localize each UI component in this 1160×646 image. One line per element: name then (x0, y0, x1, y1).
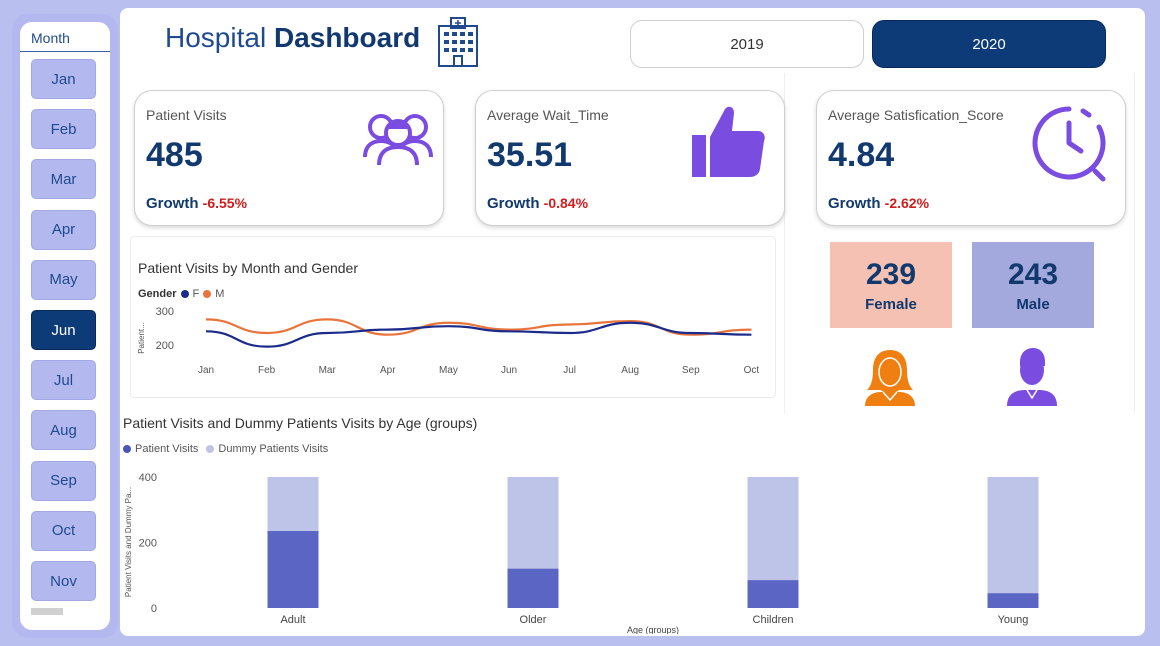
legend-dot-m (203, 290, 212, 298)
hospital-building-icon (438, 17, 478, 67)
panel-divider (784, 73, 785, 413)
month-button-jul[interactable]: Jul (31, 360, 96, 401)
legend-label-dummy-visits: Dummy Patients Visits (218, 443, 329, 455)
page-title: Hospital Dashboard (165, 22, 420, 54)
kpi-label: Average Wait_Time (487, 107, 609, 123)
month-slicer-panel: Month Jan Feb Mar Apr May Jun Jul Aug Sep Oct Nov (12, 14, 118, 638)
kpi-growth: Growth -6.55% (146, 195, 247, 212)
line-chart-card (130, 236, 776, 398)
female-count-value: 239 (865, 257, 917, 291)
growth-label: Growth (146, 195, 199, 212)
x-tick-label: Apr (380, 365, 396, 376)
male-count-label: Male (1016, 295, 1050, 313)
month-button-jun[interactable]: Jun (31, 310, 96, 350)
kpi-card-patient-visits: Patient Visits 485 Growth -6.55% (134, 90, 444, 226)
kpi-label: Patient Visits (146, 107, 227, 123)
kpi-label: Average Satisfication_Score (828, 107, 1004, 123)
month-slicer: Month Jan Feb Mar Apr May Jun Jul Aug Sep Oct Nov (20, 22, 110, 630)
kpi-value: 485 (146, 136, 203, 174)
growth-value: -6.55% (202, 195, 248, 211)
female-count-card: 239 Female (830, 242, 952, 328)
male-count-card: 243 Male (972, 242, 1094, 328)
bar-chart-title: Patient Visits and Dummy Patients Visits… (123, 415, 478, 431)
growth-value: -2.62% (884, 195, 930, 211)
month-button-jan[interactable]: Jan (31, 59, 96, 99)
month-button-nov[interactable]: Nov (31, 561, 96, 601)
line-chart-legend: Gender F M (138, 288, 224, 300)
y-axis-label: Patient... (137, 322, 146, 354)
bar-patient-visits-young (987, 593, 1039, 608)
kpi-growth: Growth -0.84% (487, 195, 588, 212)
kpi-card-average-wait-time: Average Wait_Time 35.51 Growth -0.84% (475, 90, 785, 226)
panel-divider (1134, 73, 1135, 413)
year-2019-button[interactable]: 2019 (630, 20, 864, 68)
y-tick-label: 200 (139, 538, 157, 550)
month-button-sep[interactable]: Sep (31, 460, 96, 501)
legend-dot-patient-visits (123, 445, 131, 453)
x-tick-label: Sep (682, 365, 700, 376)
y-axis-label: Patient Visits and Dummy Pa... (124, 487, 133, 597)
legend-label-f: F (192, 288, 200, 300)
month-slicer-header: Month (20, 30, 110, 52)
month-button-aug[interactable]: Aug (31, 410, 96, 451)
x-tick-label: Young (998, 614, 1029, 626)
month-button-oct[interactable]: Oct (31, 510, 96, 551)
page-title-light: Hospital (165, 22, 267, 53)
female-count-label: Female (865, 295, 917, 313)
bar-chart: 0 200 400 Patient Visits and Dummy Pa... Adu… (124, 472, 1039, 634)
kpi-growth: Growth -2.62% (828, 195, 929, 212)
bar-chart-legend: Patient Visits Dummy Patients Visits (123, 443, 328, 455)
x-tick-label: Feb (258, 365, 276, 376)
x-tick-label: Aug (621, 365, 639, 376)
y-tick-label: 400 (139, 472, 157, 484)
legend-label-patient-visits: Patient Visits (135, 443, 199, 455)
page-title-bold: Dashboard (273, 22, 421, 53)
y-tick-label: 200 (156, 340, 174, 352)
legend-label-m: M (215, 288, 225, 300)
kpi-card-average-satisfaction-score: Average Satisfication_Score 4.84 Growth … (816, 90, 1126, 226)
legend-dot-f (180, 290, 189, 298)
month-button-apr[interactable]: Apr (31, 209, 96, 250)
bar-dummy-visits-young (987, 477, 1039, 608)
x-tick-label: Oct (744, 365, 760, 376)
year-2020-button[interactable]: 2020 (872, 20, 1106, 68)
male-count-value: 243 (1007, 257, 1059, 291)
thumbs-up-icon (692, 106, 765, 177)
series-line-m (205, 318, 752, 336)
series-line-f (205, 321, 752, 348)
x-tick-label: Jun (501, 365, 517, 376)
x-tick-label: Adult (280, 614, 305, 626)
patients-group-icon (363, 114, 433, 166)
kpi-value: 4.84 (828, 136, 895, 174)
y-tick-label: 0 (151, 603, 157, 615)
x-tick-label: May (439, 365, 458, 376)
x-tick-label: Jan (198, 365, 214, 376)
legend-title: Gender (138, 288, 177, 300)
female-icon (865, 350, 915, 406)
month-slicer-scrollbar[interactable] (31, 608, 63, 615)
growth-value: -0.84% (543, 195, 589, 211)
month-button-mar[interactable]: Mar (31, 159, 96, 200)
kpi-value: 35.51 (487, 136, 573, 174)
bar-patient-visits-adult (267, 531, 319, 608)
dashboard-canvas: Hospital Dashboard 2019 2020 Patient Vis… (120, 8, 1145, 636)
month-button-feb[interactable]: Feb (31, 109, 96, 150)
x-axis-label: Age (groups) (627, 625, 679, 634)
x-tick-label: Children (753, 614, 794, 626)
x-tick-label: Jul (563, 365, 576, 376)
clock-icon (1032, 106, 1106, 182)
line-chart: 200 300 Patient... Jan Feb Mar Apr May Jun Jul Aug… (137, 306, 760, 376)
line-chart-title: Patient Visits by Month and Gender (138, 260, 358, 276)
bar-patient-visits-children (747, 580, 799, 608)
y-tick-label: 300 (156, 306, 174, 318)
month-button-may[interactable]: May (31, 259, 96, 300)
growth-label: Growth (487, 195, 540, 212)
x-tick-label: Older (520, 614, 547, 626)
male-icon (1007, 348, 1057, 406)
legend-dot-dummy-visits (206, 445, 215, 453)
x-tick-label: Mar (319, 365, 337, 376)
bar-patient-visits-older (507, 568, 559, 608)
growth-label: Growth (828, 195, 881, 212)
